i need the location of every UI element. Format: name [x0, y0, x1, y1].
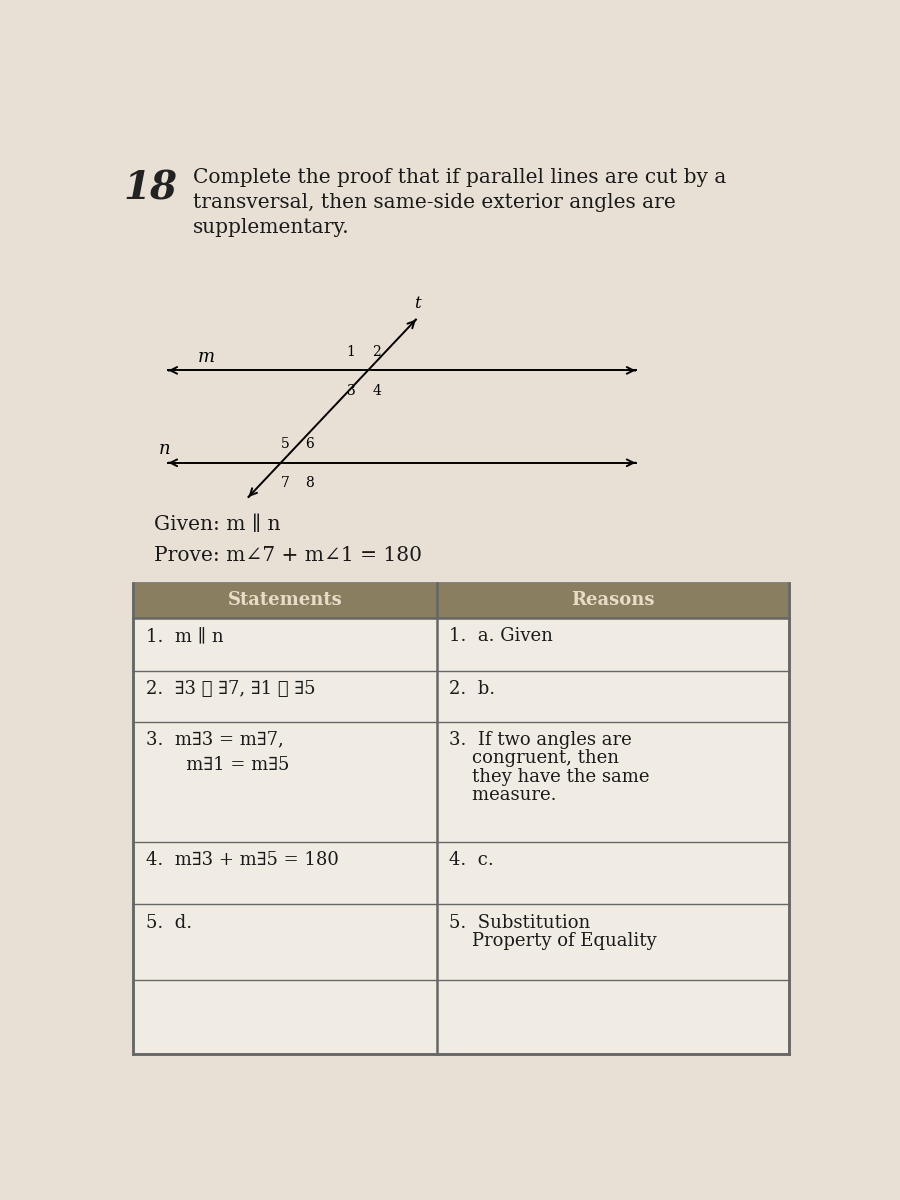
Text: 2.  ∃3 ≅ ∃7, ∃1 ≅ ∃5: 2. ∃3 ≅ ∃7, ∃1 ≅ ∃5 — [146, 680, 316, 698]
Text: measure.: measure. — [449, 786, 557, 804]
Text: transversal, then same-side exterior angles are: transversal, then same-side exterior ang… — [193, 193, 676, 212]
Text: Given: m ∥ n: Given: m ∥ n — [155, 516, 281, 534]
Text: 4.  c.: 4. c. — [449, 851, 494, 869]
Bar — [133, 583, 789, 618]
Text: Reasons: Reasons — [572, 592, 654, 610]
Text: Complete the proof that if parallel lines are cut by a: Complete the proof that if parallel line… — [193, 168, 726, 187]
Text: 5: 5 — [281, 437, 290, 451]
Text: 18: 18 — [124, 170, 178, 208]
Text: 1: 1 — [346, 344, 356, 359]
Text: 2: 2 — [373, 344, 382, 359]
Text: m: m — [198, 348, 215, 366]
Text: 3: 3 — [346, 384, 356, 397]
Text: 3.  If two angles are: 3. If two angles are — [449, 731, 632, 749]
Text: 6: 6 — [305, 437, 313, 451]
Text: Prove: m∠7 + m∠1 = 180: Prove: m∠7 + m∠1 = 180 — [155, 546, 422, 565]
Text: 8: 8 — [305, 476, 313, 490]
Text: 4.  m∃3 + m∃5 = 180: 4. m∃3 + m∃5 = 180 — [146, 851, 339, 869]
Text: congruent, then: congruent, then — [449, 749, 619, 767]
Text: t: t — [414, 295, 420, 312]
Text: Statements: Statements — [228, 592, 343, 610]
Text: n: n — [159, 440, 171, 458]
Text: 1.  m ∥ n: 1. m ∥ n — [146, 628, 223, 646]
Text: 1.  a. Given: 1. a. Given — [449, 628, 554, 646]
Text: 2.  b.: 2. b. — [449, 680, 496, 698]
Text: 4: 4 — [373, 384, 382, 397]
Text: Property of Equality: Property of Equality — [449, 932, 657, 950]
Text: they have the same: they have the same — [449, 768, 650, 786]
Text: 5.  d.: 5. d. — [146, 913, 192, 931]
Text: 7: 7 — [281, 476, 290, 490]
Text: supplementary.: supplementary. — [193, 218, 349, 236]
Text: 3.  m∃3 = m∃7,
       m∃1 = m∃5: 3. m∃3 = m∃7, m∃1 = m∃5 — [146, 731, 290, 774]
Bar — [133, 583, 789, 1054]
Text: 5.  Substitution: 5. Substitution — [449, 913, 590, 931]
